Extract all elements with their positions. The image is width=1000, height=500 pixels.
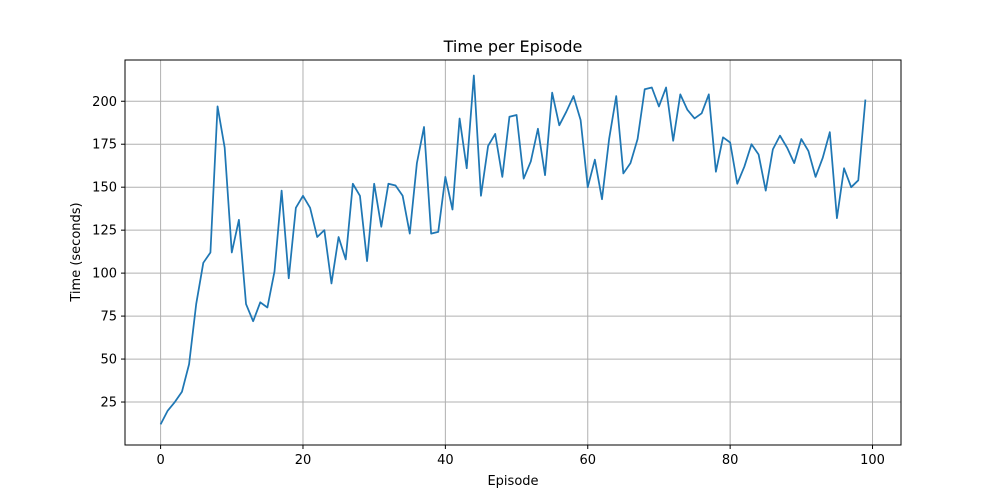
x-tick-label: 20 bbox=[295, 453, 312, 468]
ticks: 0 20 40 60 80 100 25 50 75 100 125 150 175 200 bbox=[92, 95, 885, 468]
y-tick-label: 175 bbox=[92, 138, 117, 153]
x-tick-label: 100 bbox=[860, 453, 885, 468]
x-axis-label: Episode bbox=[487, 474, 538, 489]
plot-frame bbox=[124, 59, 902, 446]
series-line bbox=[159, 74, 867, 425]
y-tick-label: 125 bbox=[92, 224, 117, 239]
x-tick-label: 60 bbox=[579, 453, 596, 468]
y-tick-label: 200 bbox=[92, 95, 117, 110]
y-axis-label: Time (seconds) bbox=[69, 202, 84, 302]
chart-title: Time per Episode bbox=[443, 37, 583, 56]
x-tick-label: 40 bbox=[437, 453, 454, 468]
y-tick-label: 25 bbox=[100, 396, 117, 411]
x-tick-label: 80 bbox=[722, 453, 739, 468]
y-tick-label: 50 bbox=[100, 353, 117, 368]
x-tick-label: 0 bbox=[156, 453, 164, 468]
y-tick-label: 75 bbox=[100, 310, 117, 325]
grid bbox=[125, 60, 901, 445]
y-tick-label: 100 bbox=[92, 267, 117, 282]
y-tick-label: 150 bbox=[92, 181, 117, 196]
